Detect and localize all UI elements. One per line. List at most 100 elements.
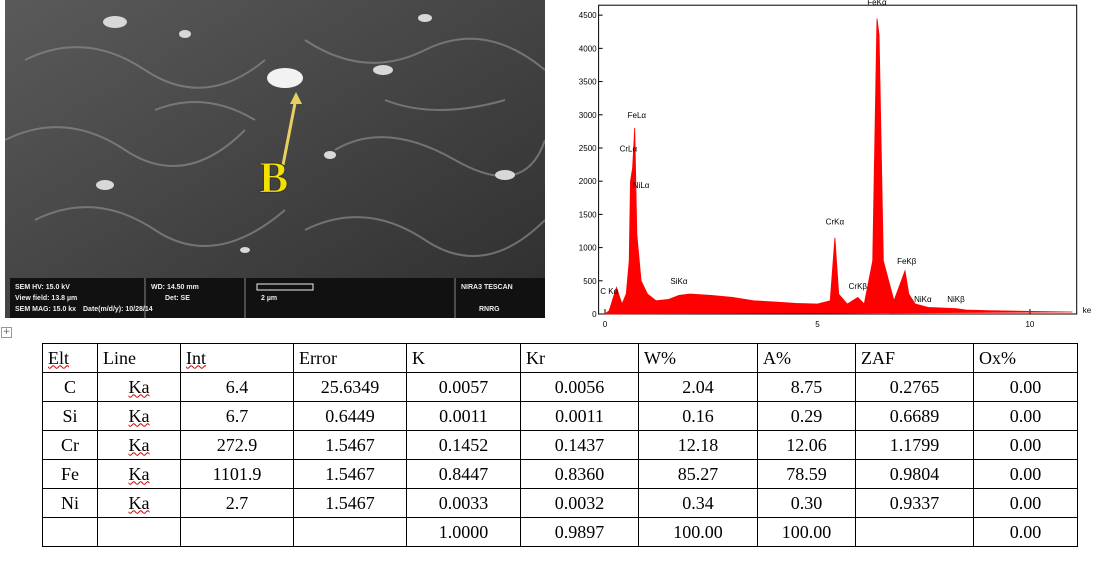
table-cell: 0.9804: [856, 460, 974, 489]
table-cell: 0.8447: [407, 460, 521, 489]
header-cell: Error: [294, 344, 407, 373]
header-cell: Int: [181, 344, 294, 373]
table-cell: 1.0000: [407, 518, 521, 547]
info-text: NIRA3 TESCAN: [461, 284, 513, 291]
header-cell: Elt: [43, 344, 98, 373]
y-tick-label: 2500: [579, 144, 597, 153]
table-cell: [98, 518, 181, 547]
x-tick-label: 10: [1025, 320, 1034, 329]
table-cell: 8.75: [758, 373, 856, 402]
table-cell: 0.00: [974, 489, 1078, 518]
table-cell: [856, 518, 974, 547]
table-cell: Cr: [43, 431, 98, 460]
y-tick-label: 4000: [579, 44, 597, 53]
marker-label: B: [259, 153, 288, 202]
table-cell: 0.0011: [407, 402, 521, 431]
table-cell: 25.6349: [294, 373, 407, 402]
table-cell: 0.29: [758, 402, 856, 431]
table-cell: Ka: [98, 460, 181, 489]
peak-label: FeKβ: [897, 257, 917, 266]
table-cell: 0.0056: [521, 373, 639, 402]
table-cell: 1101.9: [181, 460, 294, 489]
table-cell: 100.00: [758, 518, 856, 547]
y-tick-label: 500: [583, 277, 597, 286]
table-cell: 0.6689: [856, 402, 974, 431]
table-cell: 0.00: [974, 402, 1078, 431]
table-cell: 0.8360: [521, 460, 639, 489]
x-axis-label: ke: [1083, 306, 1092, 315]
header-cell: Line: [98, 344, 181, 373]
table-cell: 1.5467: [294, 489, 407, 518]
table-cell: 1.1799: [856, 431, 974, 460]
table-cell: 6.7: [181, 402, 294, 431]
peak-label: NiKα: [914, 295, 932, 304]
table-cell: Ka: [98, 373, 181, 402]
table-cell: 6.4: [181, 373, 294, 402]
y-tick-label: 3500: [579, 78, 597, 87]
table-cell: C: [43, 373, 98, 402]
table-cell: 272.9: [181, 431, 294, 460]
peak-label: FeLα: [628, 111, 647, 120]
info-text: WD: 14.50 mm: [151, 284, 199, 291]
peak-label: CrKα: [826, 217, 845, 226]
table-cell: Ni: [43, 489, 98, 518]
info-text: Det: SE: [165, 295, 190, 302]
table-cell: 0.9337: [856, 489, 974, 518]
peak-label: C Kα: [600, 287, 618, 296]
peak-label: CrLα: [620, 144, 638, 153]
table-cell: Fe: [43, 460, 98, 489]
header-cell: Ox%: [974, 344, 1078, 373]
y-tick-label: 0: [592, 310, 597, 319]
table-row: NiKa2.71.54670.00330.00320.340.300.93370…: [43, 489, 1078, 518]
table-cell: [294, 518, 407, 547]
y-tick-label: 2000: [579, 177, 597, 186]
info-text: RNRG: [479, 306, 500, 313]
info-text: Date(m/d/y): 10/28/14: [83, 306, 153, 313]
table-cell: 0.0057: [407, 373, 521, 402]
table-cell: Ka: [98, 431, 181, 460]
table-cell: [181, 518, 294, 547]
table-cell: Si: [43, 402, 98, 431]
table-cell: Ka: [98, 402, 181, 431]
table-cell: 0.6449: [294, 402, 407, 431]
table-cell: Ka: [98, 489, 181, 518]
table-handle[interactable]: +: [1, 327, 12, 338]
table-cell: 0.1452: [407, 431, 521, 460]
table-cell: 0.00: [974, 518, 1078, 547]
y-tick-label: 4500: [579, 11, 597, 20]
y-tick-label: 1000: [579, 244, 597, 253]
y-tick-label: 1500: [579, 210, 597, 219]
header-cell: A%: [758, 344, 856, 373]
table-cell: 0.00: [974, 431, 1078, 460]
table-cell: 0.16: [639, 402, 758, 431]
header-cell: ZAF: [856, 344, 974, 373]
table-row: SiKa6.70.64490.00110.00110.160.290.66890…: [43, 402, 1078, 431]
table-cell: 0.2765: [856, 373, 974, 402]
table-cell: 2.04: [639, 373, 758, 402]
table-cell: 78.59: [758, 460, 856, 489]
header-cell: K: [407, 344, 521, 373]
header-cell: W%: [639, 344, 758, 373]
sem-image: B SEM HV: 15.0 kV WD: 14.50 mm NIRA3 TES…: [5, 0, 545, 318]
spectrum-area: [605, 18, 1072, 314]
y-tick-label: 3000: [579, 111, 597, 120]
table-cell: 0.1437: [521, 431, 639, 460]
table-cell: 1.5467: [294, 431, 407, 460]
peak-label: FeKα: [867, 0, 887, 7]
table-cell: 2.7: [181, 489, 294, 518]
table-cell: [43, 518, 98, 547]
table-cell: 0.30: [758, 489, 856, 518]
table-cell: 100.00: [639, 518, 758, 547]
table-cell: 0.9897: [521, 518, 639, 547]
table-cell: 12.18: [639, 431, 758, 460]
x-tick-label: 0: [603, 320, 608, 329]
header-cell: Kr: [521, 344, 639, 373]
info-text: View field: 13.8 µm: [15, 295, 77, 302]
